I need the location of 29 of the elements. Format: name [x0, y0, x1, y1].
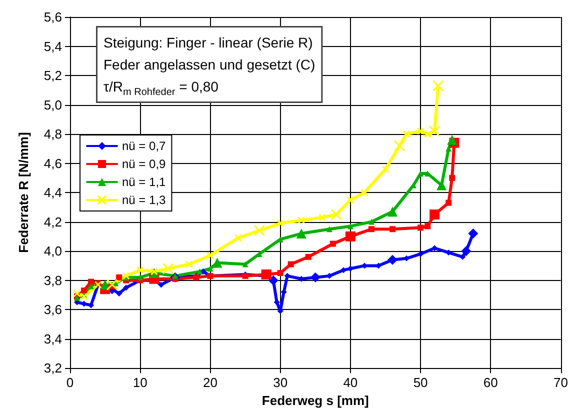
- annotation: Feder angelassen und gesetzt (C): [104, 56, 316, 72]
- x-tick-label: 50: [413, 375, 428, 390]
- x-tick-label: 30: [273, 375, 288, 390]
- y-tick-label: 3,2: [44, 360, 62, 376]
- legend-label: nü = 1,3: [122, 193, 166, 207]
- x-tick-label: 70: [554, 375, 568, 390]
- x-tick-label: 20: [202, 375, 218, 390]
- x-axis-title: Federweg s [mm]: [262, 393, 369, 408]
- y-tick-label: 5,6: [44, 10, 62, 24]
- x-tick-label: 40: [343, 375, 358, 390]
- y-tick-label: 5,0: [44, 97, 62, 112]
- y-tick-label: 4,0: [44, 244, 62, 259]
- legend-label: nü = 1,1: [122, 175, 166, 189]
- x-tick-label: 10: [132, 375, 148, 390]
- x-tick-label: 60: [483, 375, 498, 390]
- y-tick-label: 4,6: [44, 156, 62, 171]
- y-tick-label: 3,8: [44, 272, 62, 288]
- y-tick-label: 5,4: [44, 38, 62, 54]
- y-tick-label: 3,6: [44, 302, 62, 318]
- y-tick-label: 3,4: [44, 331, 62, 346]
- annotation: Steigung: Finger - linear (Serie R): [104, 34, 313, 50]
- legend-label: nü = 0,7: [122, 139, 166, 153]
- y-tick-label: 4,8: [44, 126, 62, 142]
- legend-label: nü = 0,9: [122, 157, 166, 171]
- x-tick-label: 0: [66, 375, 74, 390]
- y-tick-label: 4,2: [44, 214, 62, 230]
- y-tick-label: 4,4: [44, 185, 62, 200]
- y-tick-label: 5,2: [44, 68, 62, 84]
- y-axis-title: Federrate R [N/mm]: [16, 132, 31, 253]
